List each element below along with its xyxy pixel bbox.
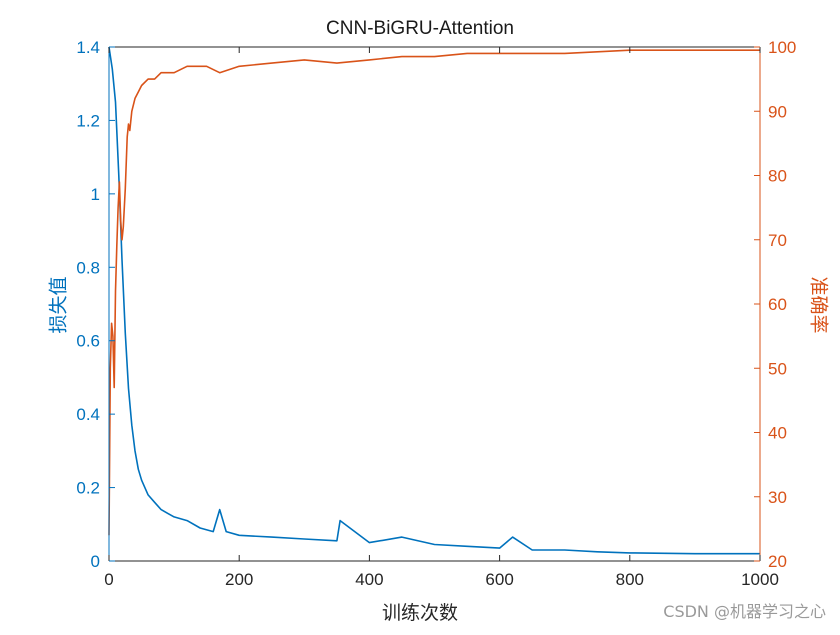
accuracy-series-line — [108, 49, 760, 536]
right-y-tick-label: 70 — [768, 231, 787, 250]
x-tick-label: 0 — [104, 570, 113, 589]
left-y-tick-label: 1.4 — [76, 38, 100, 57]
right-y-tick-label: 50 — [768, 359, 787, 378]
right-y-tick-label: 40 — [768, 424, 787, 443]
x-tick-label: 800 — [616, 570, 644, 589]
left-y-tick-label: 1.2 — [76, 111, 100, 130]
x-tick-label: 200 — [225, 570, 253, 589]
right-y-tick-label: 90 — [768, 102, 787, 121]
watermark: CSDN @机器学习之心 — [663, 602, 826, 621]
chart-title: CNN-BiGRU-Attention — [326, 18, 514, 39]
left-y-axis-label: 损失值 — [47, 276, 70, 334]
left-y-tick-label: 0 — [91, 552, 100, 571]
left-y-tick-label: 0.2 — [76, 479, 100, 498]
right-y-axis-label: 准确率 — [807, 276, 830, 334]
x-tick-label: 1000 — [741, 570, 779, 589]
right-y-tick-label: 100 — [768, 38, 796, 57]
left-y-tick-label: 0.6 — [76, 332, 100, 351]
loss-series-line — [108, 46, 760, 555]
right-y-tick-label: 20 — [768, 552, 787, 571]
x-axis-label: 训练次数 — [381, 602, 458, 624]
axis-layer: 0 200 400 600 800 1000 0 0.2 0.4 0.6 0.8 1 1.2 1.4 20 3… — [76, 38, 796, 589]
left-y-tick-label: 1 — [91, 185, 100, 204]
right-y-tick-label: 60 — [768, 295, 787, 314]
series-layer — [108, 46, 760, 555]
left-y-tick-label: 0.4 — [76, 405, 100, 424]
right-y-tick-label: 80 — [768, 167, 787, 186]
left-y-tick-label: 0.8 — [76, 258, 100, 277]
x-tick-label: 400 — [355, 570, 383, 589]
right-y-tick-label: 30 — [768, 488, 787, 507]
x-tick-label: 600 — [485, 570, 513, 589]
